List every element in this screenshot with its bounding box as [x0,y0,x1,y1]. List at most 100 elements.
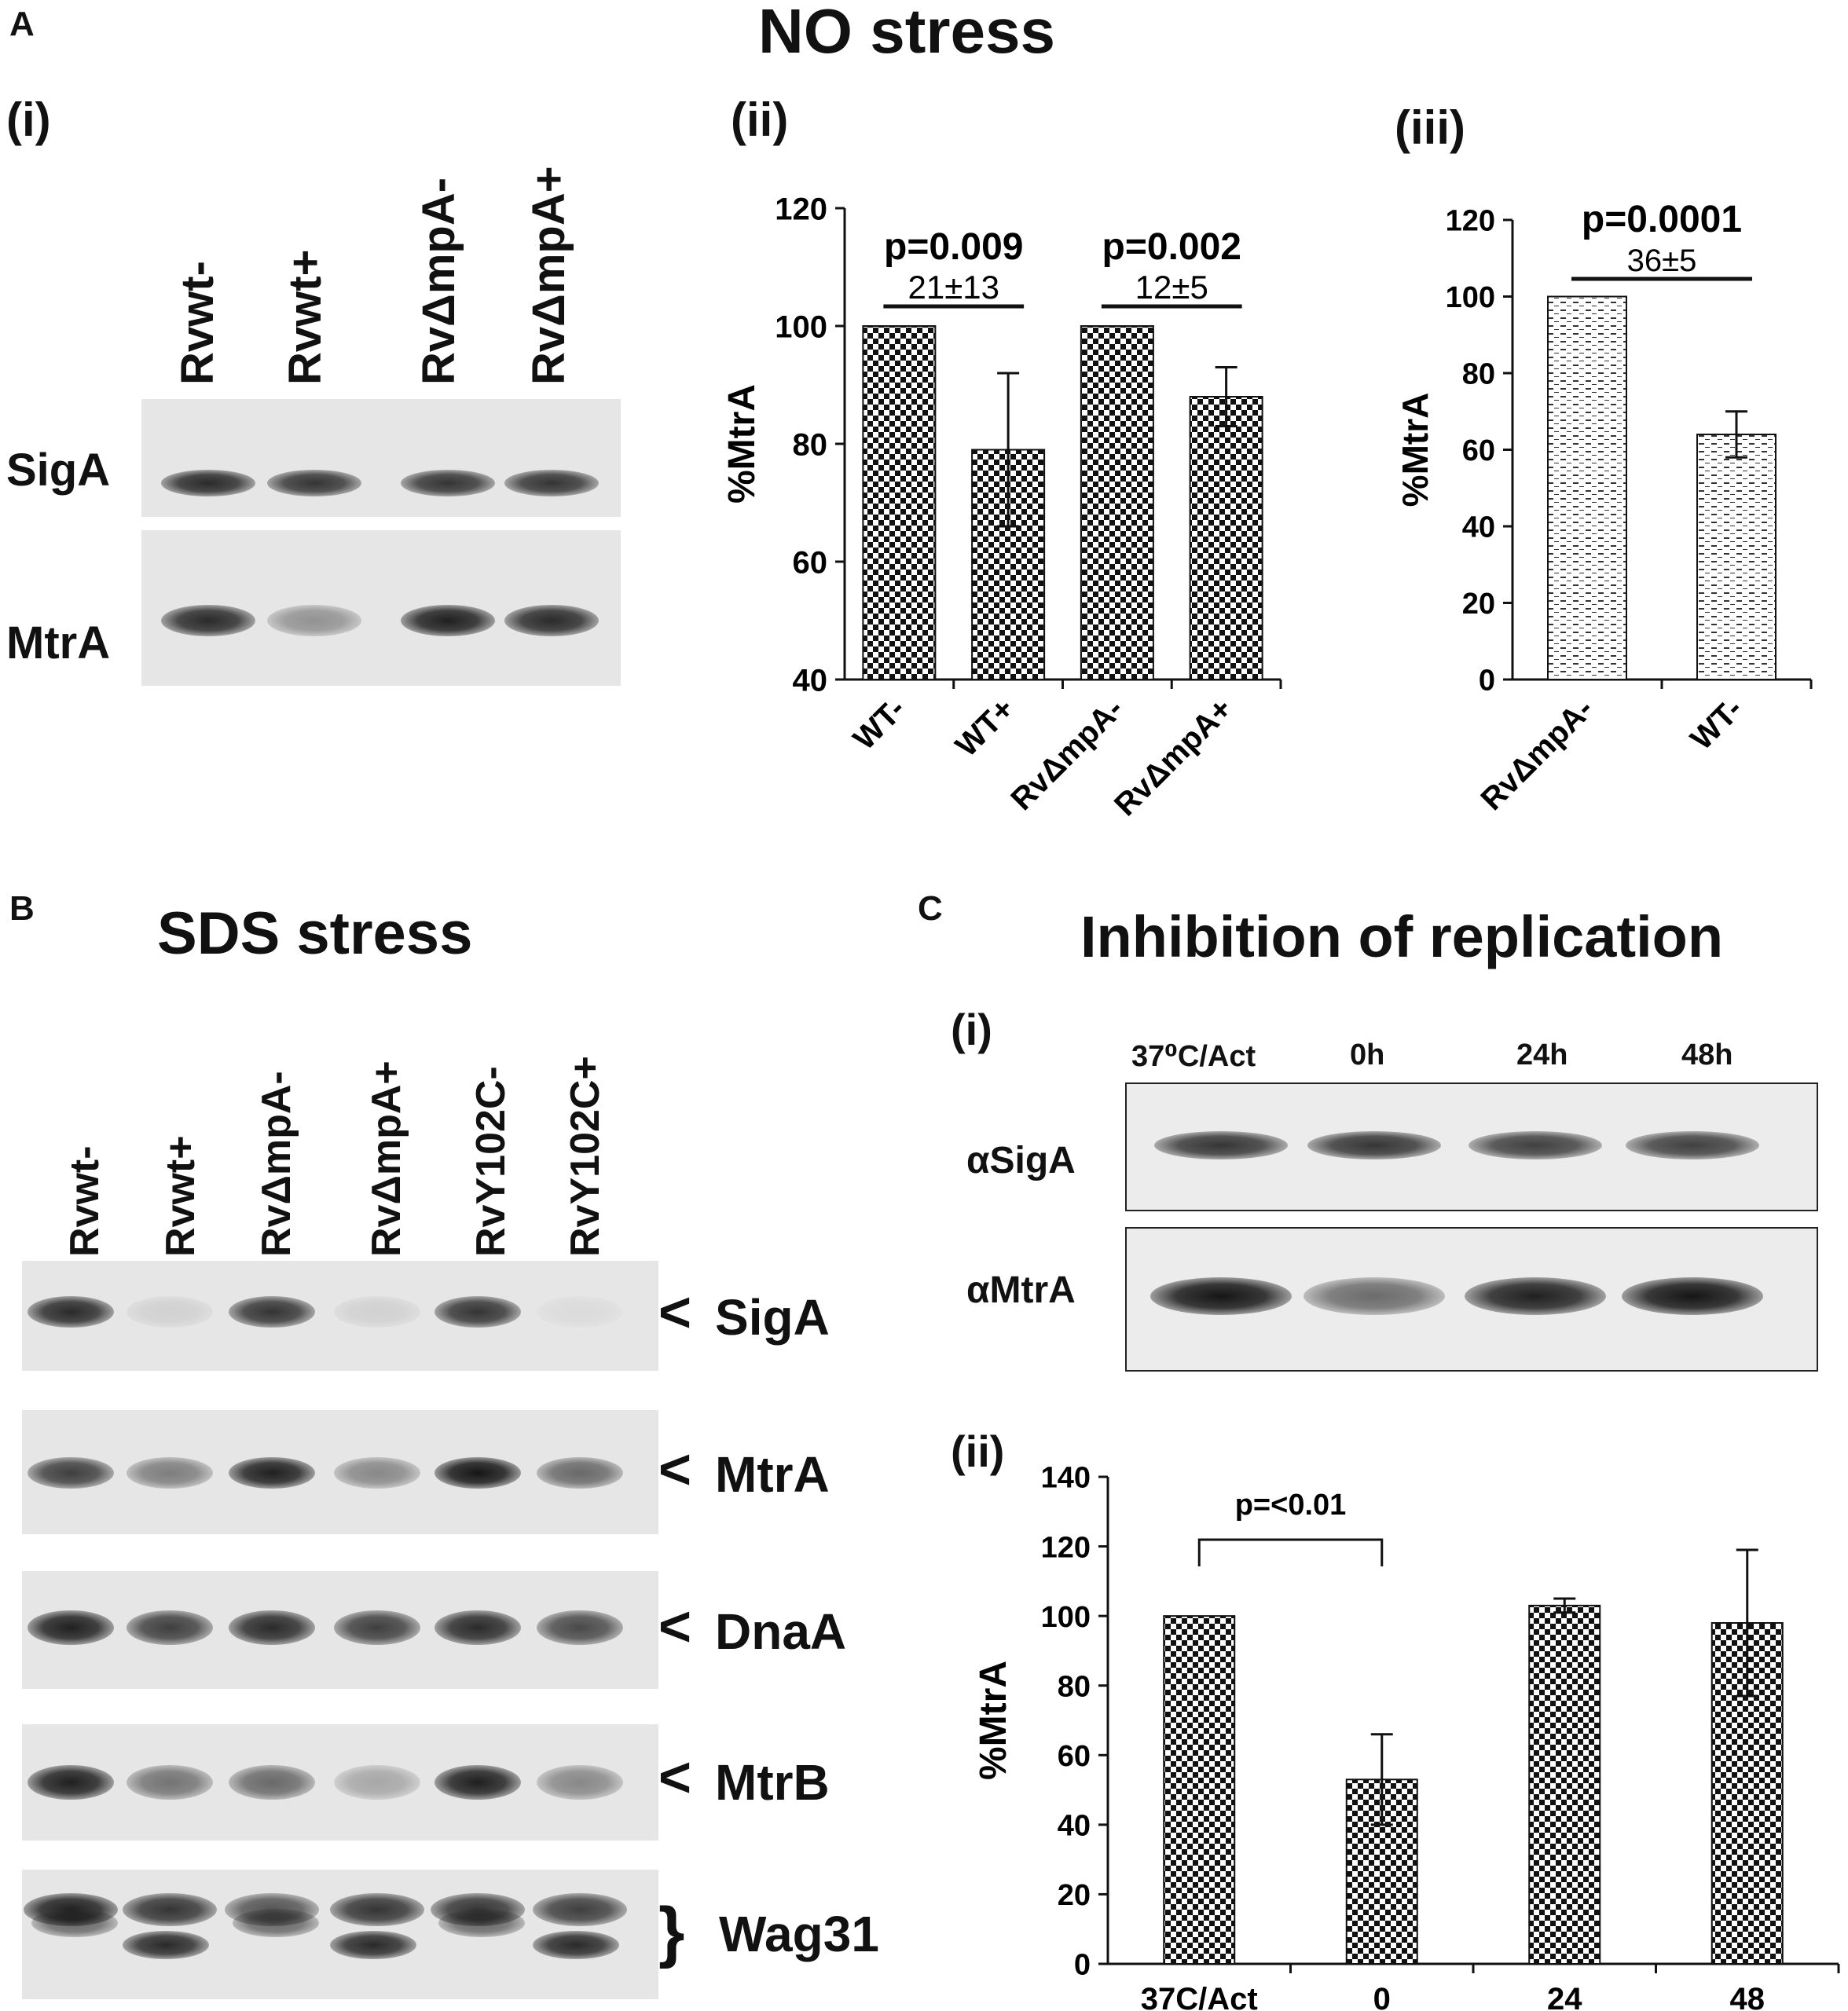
y-tick-label: 60 [1462,434,1495,467]
blot-b-mark: < [658,1746,692,1809]
p-value-label: p=0.009 [884,226,1023,268]
x-tick-label: 48 [1730,1982,1766,2011]
blot-band [434,1296,521,1328]
blot-c-lane-label: 37⁰C/Act [1131,1040,1256,1073]
bar [1696,434,1776,680]
blot-band [504,605,599,636]
x-tick-label: WT+ [949,691,1021,764]
blot-band [28,1457,114,1489]
blot-band [267,605,361,636]
blot-band [123,1893,217,1926]
blot-b-lane-label: RvΔmpA+ [364,1060,409,1257]
blot-b-lane-label: RvY102C- [468,1066,514,1257]
blot-band [161,470,255,496]
blot-a-lane-label: RvΔmpA- [413,177,464,385]
blot-a-lane-label: Rvwt- [172,261,223,385]
blot-c-lane-label: 48h [1681,1038,1733,1071]
blot-band [1626,1131,1759,1159]
blot-band [504,470,599,496]
blot-b-row-label-wag31: Wag31 [719,1906,879,1962]
blot-b-row-label-mtra: MtrA [715,1446,830,1503]
y-tick-label: 20 [1462,588,1495,621]
blot-c-siga-strip [1125,1082,1818,1211]
blot-band [438,1909,525,1937]
y-tick-label: 40 [1058,1810,1091,1843]
blot-band [334,1765,420,1800]
blot-b-dnaa-strip [22,1571,658,1689]
blot-band [1465,1277,1606,1315]
blot-band [1304,1277,1445,1315]
subpanel-c-ii: (ii) [951,1427,1005,1476]
blot-band [161,605,255,636]
blot-band [123,1931,209,1959]
blot-band [334,1610,420,1645]
blot-band [434,1610,521,1645]
subpanel-a-iii: (iii) [1395,101,1465,154]
blot-a-mtra-strip [141,530,621,686]
blot-c-mtra-strip [1125,1227,1818,1372]
blot-band [1154,1131,1288,1159]
difference-label: 12±5 [1135,269,1208,306]
blot-band [126,1610,213,1645]
y-tick-label: 100 [1041,1601,1091,1634]
blot-a-row-label-siga: SigA [6,445,111,496]
blot-band [28,1765,114,1800]
blot-band [229,1765,315,1800]
panel-letter-b: B [9,889,35,928]
panel-letter-c: C [918,889,943,928]
blot-b-mtrb-strip [22,1724,658,1841]
y-tick-label: 0 [1074,1949,1091,1982]
y-tick-label: 20 [1058,1879,1091,1912]
y-tick-label: 80 [1058,1670,1091,1703]
subpanel-a-ii: (ii) [731,93,789,146]
blot-b-lane-label: Rvwt- [62,1145,108,1257]
y-tick-label: 80 [793,427,828,462]
blot-band [1150,1277,1292,1315]
blot-b-mtra-strip [22,1410,658,1534]
blot-band [533,1931,619,1959]
blot-band [1307,1131,1441,1159]
title-no-stress: NO stress [758,0,1055,66]
p-value-label: p=<0.01 [1235,1489,1347,1522]
blot-a-lane-label: Rvwt+ [280,249,331,385]
blot-band [229,1457,315,1489]
blot-band [31,1909,118,1937]
y-tick-label: 100 [1446,281,1495,314]
x-tick-label: 37C/Act [1141,1982,1258,2011]
blot-band [533,1893,627,1926]
blot-b-lane-label: RvY102C+ [563,1056,608,1257]
subpanel-a-i: (i) [6,93,51,146]
blot-b-mark: < [658,1281,692,1344]
p-value-label: p=0.002 [1102,226,1241,268]
blot-c-lane-label: 24h [1516,1038,1568,1071]
blot-band [537,1296,623,1328]
significance-bracket [1197,1538,1384,1566]
blot-band [537,1765,623,1800]
p-value-label: p=0.0001 [1582,199,1742,240]
y-tick-label: 60 [793,545,828,580]
x-tick-label: 0 [1373,1982,1391,2011]
blot-band [1468,1131,1602,1159]
y-tick-label: 120 [1041,1531,1091,1564]
blot-band [537,1610,623,1645]
blot-a-lane-label: RvΔmpA+ [523,166,574,385]
blot-b-mark: } [658,1894,685,1969]
difference-label: 21±13 [908,269,999,306]
panel-letter-a: A [9,5,35,43]
blot-band [330,1893,424,1926]
blot-a-row-label-mtra: MtrA [6,617,111,669]
title-sds-stress: SDS stress [157,900,473,967]
y-tick-label: 120 [1446,205,1495,238]
y-tick-label: 60 [1058,1740,1091,1773]
y-tick-label: 0 [1479,665,1495,698]
y-tick-label: 140 [1041,1462,1091,1495]
y-tick-label: 40 [793,663,828,698]
y-tick-label: 40 [1462,511,1495,544]
blot-c-lane-label: 0h [1350,1038,1385,1071]
x-tick-label: WT- [1684,691,1749,756]
bar [1528,1604,1601,1965]
blot-band [1622,1277,1763,1315]
blot-b-lane-label: RvΔmpA- [254,1071,299,1257]
blot-band [334,1296,420,1328]
